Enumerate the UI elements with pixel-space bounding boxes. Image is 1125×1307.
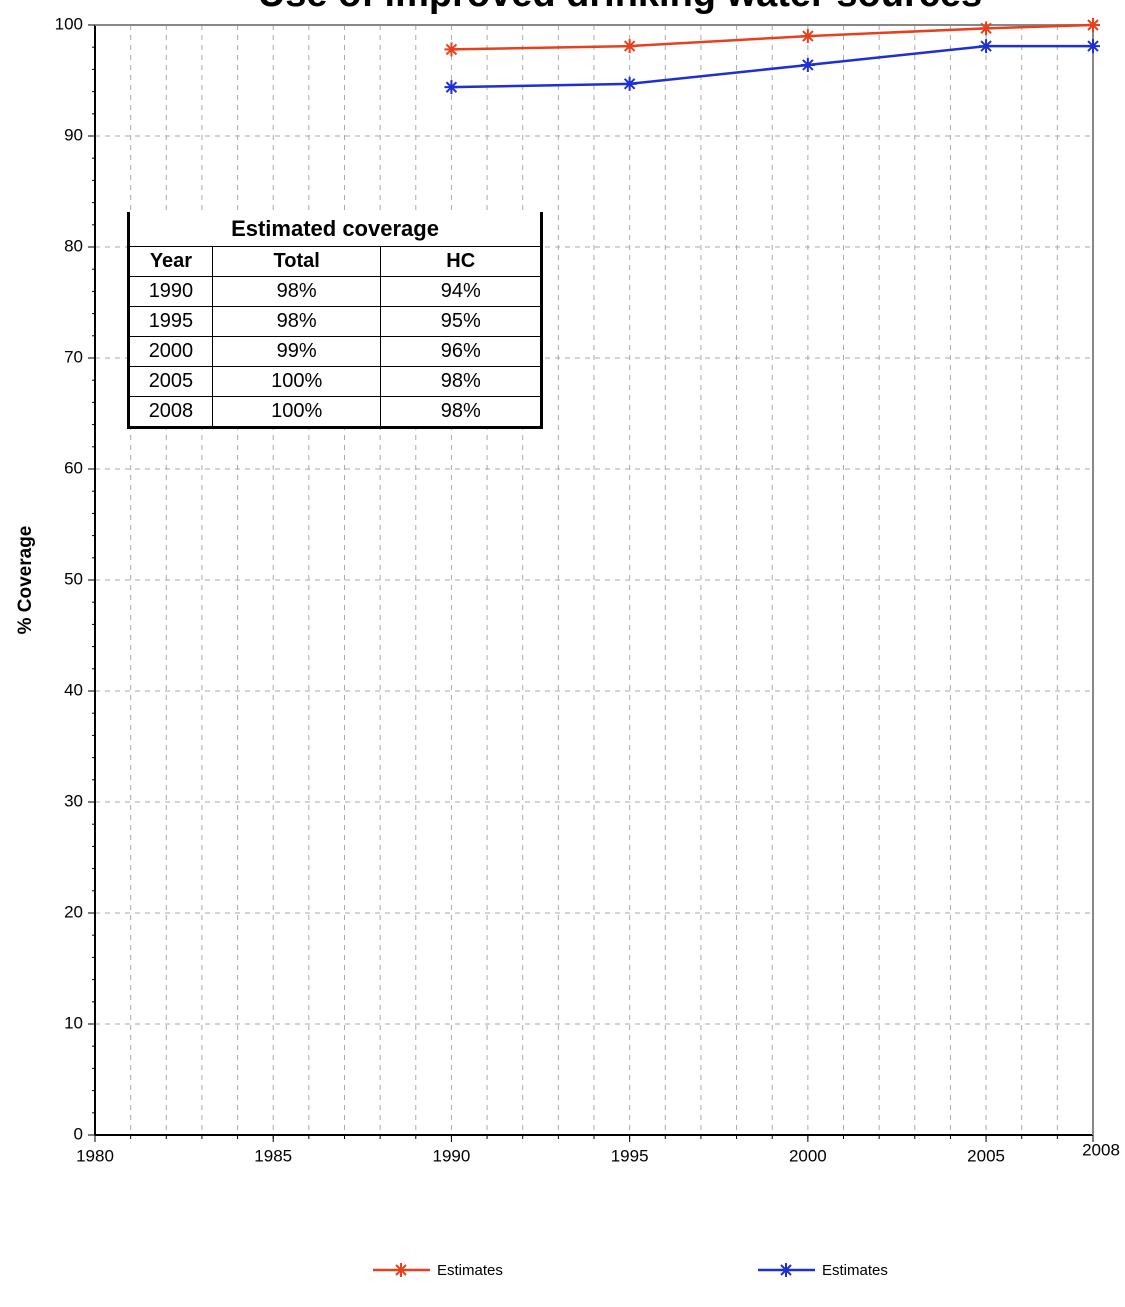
legend-label: Estimates [822,1262,888,1279]
x-tick-label: 1995 [611,1146,649,1165]
grid [95,25,1093,1135]
coverage-table: Estimated coverage Year Total HC 1990 98% 94… [127,212,543,429]
x-tick-label: 2005 [967,1146,1005,1165]
table-cell: 94% [380,276,542,307]
marker [800,57,815,72]
x-tick-label: 2000 [789,1146,827,1165]
y-tick-label: 0 [74,1124,83,1143]
marker [979,21,994,36]
y-tick-label: 20 [64,902,83,921]
marker [444,80,459,95]
table-row: 2008 100% 98% [128,396,542,428]
marker [444,42,459,57]
y-tick-label: 10 [64,1013,83,1032]
table-title: Estimated coverage [128,212,542,247]
x-tick-label: 1990 [433,1146,471,1165]
table-cell: 1995 [128,306,213,337]
marker [1086,18,1100,32]
table-cell: 2005 [128,366,213,397]
x-tick-label: 2008 [1082,1140,1120,1159]
table-cell: 95% [380,306,542,337]
y-tick-label: 90 [64,125,83,144]
table-cell: 2008 [128,396,213,428]
y-tick-label: 70 [64,347,83,366]
y-tick-label: 50 [64,569,83,588]
x-tick-label: 1980 [76,1146,114,1165]
table-cell: 1990 [128,276,213,307]
table-cell: 96% [380,336,542,367]
table-row: 1990 98% 94% [128,276,542,307]
x-tick-label: 1985 [254,1146,292,1165]
marker [622,76,637,91]
table-cell: 98% [380,366,542,397]
table-cell: 100% [211,366,382,397]
chart-title: Use of improved drinking water sources [258,0,982,15]
y-tick-label: 100 [55,14,83,33]
table-cell: 2000 [128,336,213,367]
table-cell: 99% [211,336,382,367]
table-row: 2000 99% 96% [128,336,542,367]
table-cell: 98% [211,306,382,337]
marker [1086,39,1100,54]
marker [622,39,637,54]
table-cell: 100% [211,396,382,428]
table-cell: 98% [211,276,382,307]
marker [979,39,994,54]
marker [779,1263,793,1277]
marker [394,1263,408,1277]
header-cell: Total [211,246,382,277]
table-cell: 98% [380,396,542,428]
y-tick-label: 30 [64,791,83,810]
legend-label: Estimates [437,1262,503,1279]
table-row: 2005 100% 98% [128,366,542,397]
header-cell: Year [128,246,213,277]
table-header: Year Total HC [128,246,542,277]
table-row: 1995 98% 95% [128,306,542,337]
y-tick-label: 80 [64,236,83,255]
y-tick-label: 60 [64,458,83,477]
y-axis-label: % Coverage [15,526,36,635]
y-tick-label: 40 [64,680,83,699]
header-cell: HC [380,246,542,277]
marker [800,29,815,44]
